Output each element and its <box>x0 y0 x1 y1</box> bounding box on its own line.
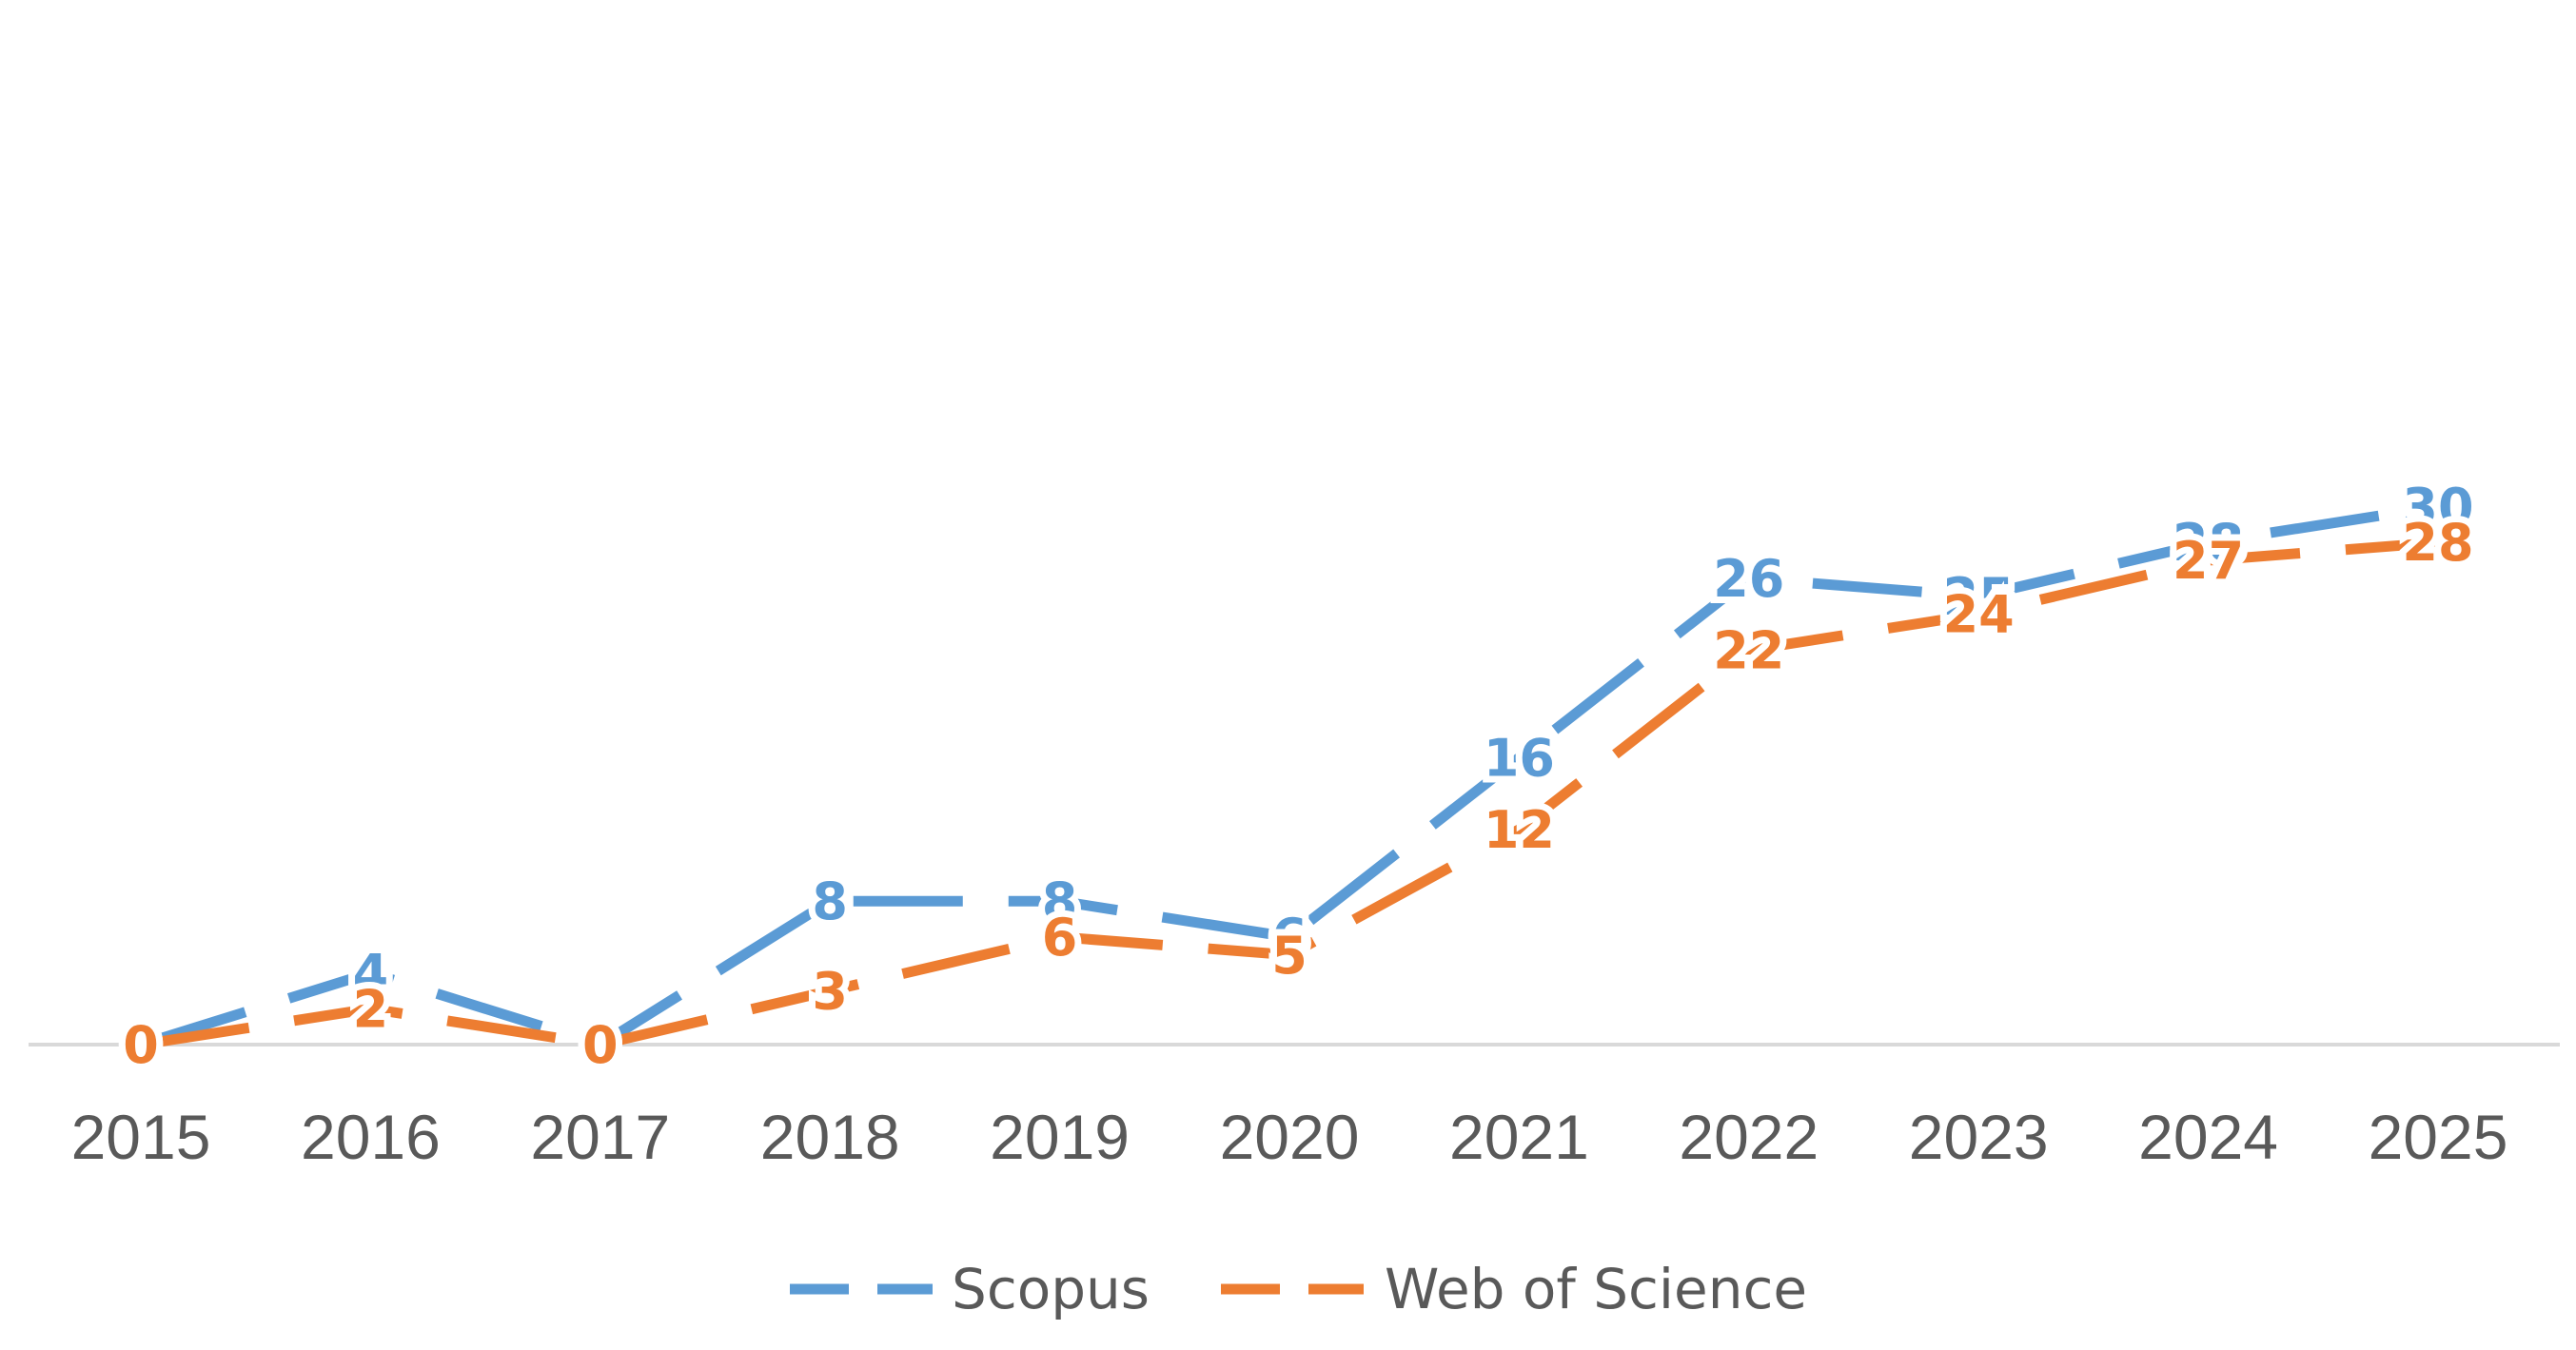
x-tick-label-2019: 2019 <box>990 1102 1130 1172</box>
data-label-web-of-science-2017: 0 <box>582 1015 619 1075</box>
x-tick-label-2018: 2018 <box>760 1102 900 1172</box>
data-label-scopus-2025: 30 <box>2402 478 2473 538</box>
x-tick-label-2022: 2022 <box>1679 1102 1819 1172</box>
data-label-scopus-2023: 25 <box>1943 567 2015 627</box>
x-axis-tick-labels: 2015 2016 2017 2018 2019 2020 2021 2022 2023 2024… <box>71 1102 2508 1172</box>
data-label-web-of-science-2025: 28 <box>2402 513 2473 573</box>
x-tick-label-2025: 2025 <box>2369 1102 2508 1172</box>
x-tick-label-2015: 2015 <box>71 1102 211 1172</box>
data-label-scopus-2017: 0 <box>582 1015 619 1075</box>
data-label-web-of-science-2022: 22 <box>1713 620 1784 680</box>
data-label-web-of-science-2023: 24 <box>1943 585 2015 645</box>
data-label-scopus-2022: 26 <box>1713 549 1784 609</box>
data-label-web-of-science-2021: 12 <box>1484 800 1555 860</box>
data-label-web-of-science-2019: 6 <box>1042 908 1078 968</box>
legend: Scopus Web of Science <box>790 1257 1807 1321</box>
data-label-web-of-science-2020: 5 <box>1271 926 1308 986</box>
x-tick-label-2020: 2020 <box>1220 1102 1360 1172</box>
data-label-scopus-2018: 8 <box>812 871 848 931</box>
data-label-scopus-2020: 6 <box>1271 908 1308 968</box>
data-label-scopus-2021: 16 <box>1484 728 1555 788</box>
legend-label-scopus: Scopus <box>952 1257 1150 1321</box>
data-label-scopus-2015: 0 <box>123 1015 159 1075</box>
x-tick-label-2017: 2017 <box>530 1102 670 1172</box>
legend-item-web-of-science: Web of Science <box>1221 1257 1807 1321</box>
series-lines <box>139 501 2439 1050</box>
series-line-web-of-science <box>140 537 2439 1050</box>
legend-item-scopus: Scopus <box>790 1257 1150 1321</box>
x-tick-label-2023: 2023 <box>1909 1102 2049 1172</box>
x-tick-label-2021: 2021 <box>1449 1102 1589 1172</box>
data-label-web-of-science-2016: 2 <box>353 979 389 1039</box>
x-tick-label-2024: 2024 <box>2138 1102 2278 1172</box>
x-tick-label-2016: 2016 <box>301 1102 441 1172</box>
data-label-web-of-science-2024: 27 <box>2173 531 2244 591</box>
data-label-scopus-2019: 8 <box>1042 871 1078 931</box>
data-label-scopus-2024: 28 <box>2173 513 2244 573</box>
legend-label-web-of-science: Web of Science <box>1385 1257 1807 1321</box>
data-label-web-of-science-2018: 3 <box>812 961 848 1021</box>
data-label-scopus-2016: 4 <box>353 944 389 1004</box>
data-label-web-of-science-2015: 0 <box>123 1015 159 1075</box>
series-line-scopus <box>139 501 2439 1050</box>
